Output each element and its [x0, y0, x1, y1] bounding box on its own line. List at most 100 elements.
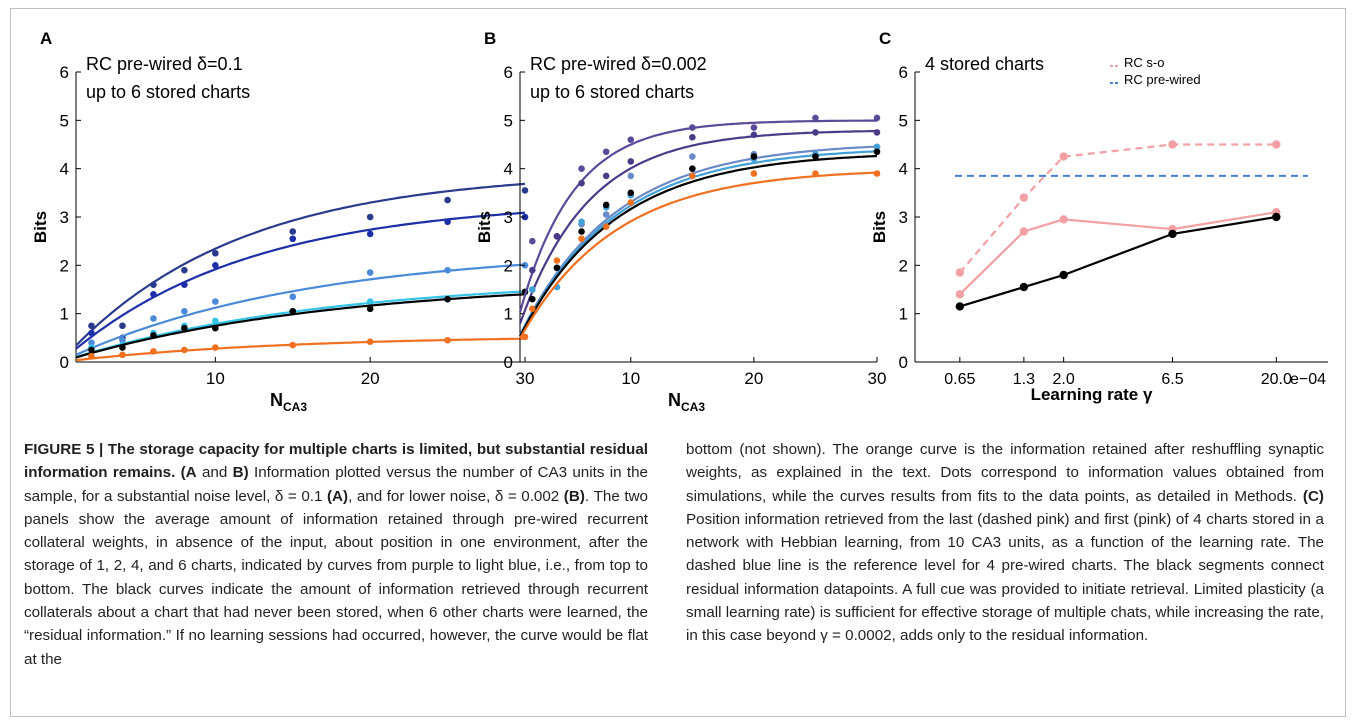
data-point — [873, 148, 881, 156]
data-point — [873, 143, 881, 151]
y-tick-label: 6 — [899, 63, 908, 82]
y-tick-label: 0 — [504, 353, 513, 372]
data-point — [812, 129, 819, 136]
legend-label: RC pre-wired — [1124, 72, 1201, 87]
data-point — [150, 291, 157, 298]
data-point — [119, 336, 126, 344]
data-point — [873, 170, 881, 177]
x-axis-label: Learning rate γ — [1031, 385, 1153, 404]
data-point — [289, 293, 297, 301]
data-point — [1168, 229, 1177, 239]
caption-run: . The two panels show the average amount… — [24, 487, 648, 668]
caption-run: (A) — [326, 487, 349, 505]
data-point — [1272, 212, 1281, 222]
y-tick-label: 4 — [899, 160, 908, 179]
y-tick-label: 3 — [60, 208, 69, 227]
data-point — [1168, 140, 1177, 149]
y-tick-label: 1 — [504, 305, 513, 324]
y-tick-label: 1 — [60, 305, 69, 324]
caption-run: bottom (not shown). The orange curve is … — [686, 441, 1324, 505]
data-point — [1019, 193, 1029, 202]
y-tick-label: 4 — [504, 160, 513, 179]
x-tick-label: 20.0 — [1261, 371, 1292, 388]
caption-run: Position information retrieved from the … — [686, 510, 1324, 645]
data-point — [1019, 227, 1029, 236]
caption-run: (B) — [563, 487, 585, 505]
data-point — [812, 153, 819, 160]
y-tick-label: 3 — [504, 208, 513, 227]
x-tick-label: 2.0 — [1053, 371, 1075, 388]
x-tick-label: 6.5 — [1161, 371, 1183, 388]
data-point — [444, 266, 451, 274]
data-point — [602, 172, 610, 180]
data-point — [812, 114, 819, 122]
y-tick-label: 5 — [899, 111, 908, 130]
data-point — [1019, 282, 1029, 292]
data-point — [181, 324, 188, 332]
data-point — [212, 262, 219, 269]
y-tick-label: 4 — [60, 160, 69, 179]
x-tick-label: 10 — [621, 369, 640, 388]
data-point — [627, 199, 635, 206]
data-point — [366, 213, 374, 221]
data-point — [181, 281, 188, 288]
data-point — [602, 148, 610, 156]
data-point — [366, 338, 374, 346]
legend-label: RC s-o — [1124, 55, 1164, 70]
data-point — [553, 264, 561, 272]
y-tick-label: 0 — [899, 353, 908, 372]
data-point — [366, 269, 374, 276]
data-point — [366, 305, 374, 313]
data-point — [444, 336, 451, 344]
data-point — [88, 322, 95, 330]
data-point — [444, 218, 451, 226]
y-tick-label: 2 — [504, 256, 513, 275]
data-point — [578, 218, 585, 226]
y-tick-label: 5 — [60, 111, 69, 130]
series-line — [958, 143, 1277, 274]
data-point — [444, 196, 451, 204]
data-point — [150, 281, 157, 288]
data-point — [150, 315, 157, 322]
x-tick-label: 1.3 — [1013, 371, 1035, 388]
data-point — [366, 298, 374, 305]
data-point — [150, 348, 157, 355]
y-tick-label: 5 — [504, 111, 513, 130]
data-point — [1059, 270, 1068, 280]
x-tick-label: e−04 — [1290, 371, 1326, 388]
series-line — [959, 215, 1277, 308]
y-tick-label: 6 — [60, 63, 69, 82]
x-tick-label: 0.65 — [944, 371, 975, 388]
data-point — [181, 266, 188, 274]
data-point — [529, 266, 536, 274]
data-point — [955, 302, 965, 311]
y-tick-label: 6 — [504, 63, 513, 82]
data-point — [529, 237, 536, 245]
panel-annotation: up to 6 stored charts — [86, 82, 250, 102]
figure-frame — [10, 8, 1346, 717]
caption-left-column: FIGURE 5 | The storage capacity for mult… — [24, 438, 648, 671]
data-point — [212, 249, 219, 257]
fit-curve — [75, 211, 526, 350]
y-tick-label: 2 — [60, 256, 69, 275]
data-point — [529, 305, 536, 313]
fit-curve — [519, 145, 878, 336]
fit-curve — [519, 154, 878, 337]
y-axis-label: Bits — [870, 211, 889, 243]
panel-annotation: RC pre-wired δ=0.1 — [86, 54, 243, 74]
caption-run: and — [196, 464, 233, 482]
data-point — [88, 346, 95, 354]
y-tick-label: 3 — [899, 208, 908, 227]
data-point — [119, 351, 126, 359]
data-point — [521, 187, 529, 194]
data-point — [289, 228, 297, 235]
y-tick-label: 0 — [60, 353, 69, 372]
data-point — [955, 290, 965, 299]
y-tick-label: 1 — [899, 305, 908, 324]
data-point — [602, 223, 610, 230]
data-point — [289, 341, 297, 349]
data-point — [873, 129, 881, 136]
